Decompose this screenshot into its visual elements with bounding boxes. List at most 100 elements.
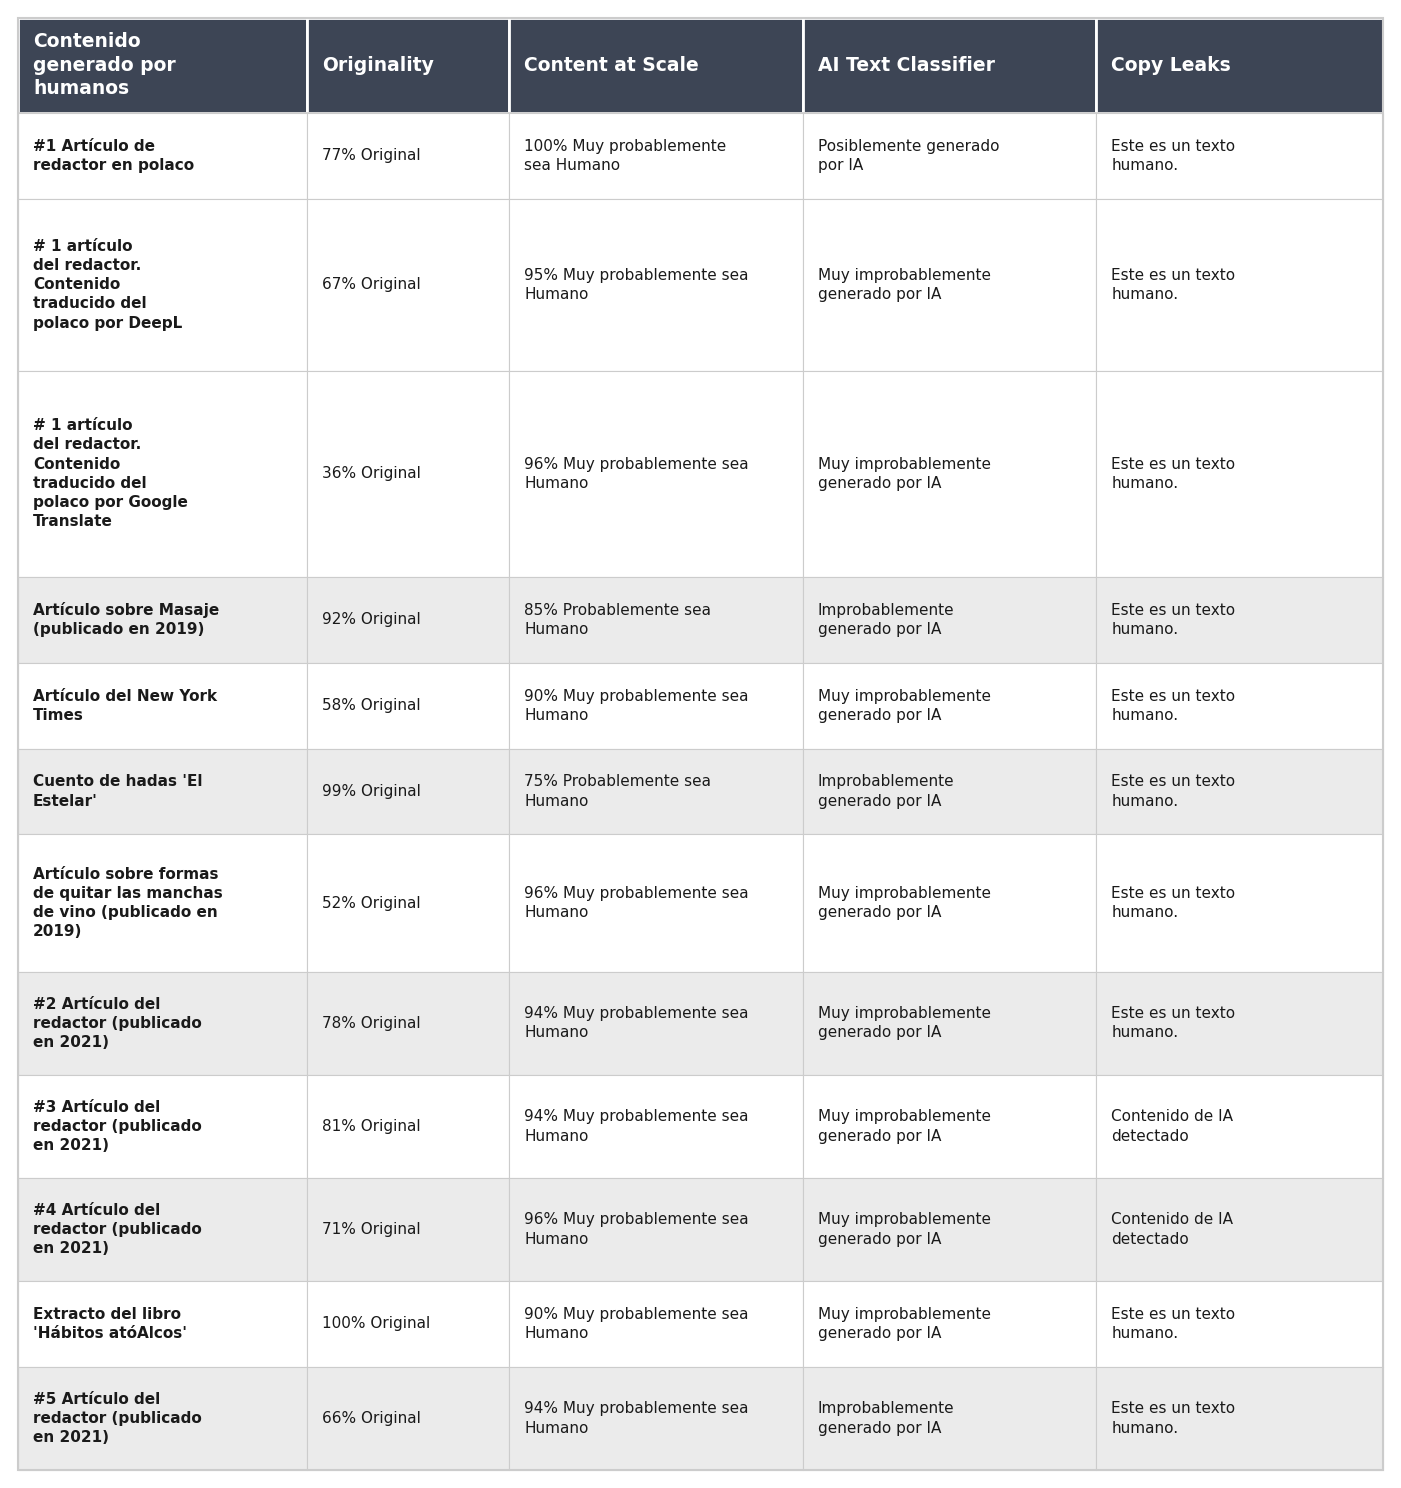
Text: Este es un texto
humano.: Este es un texto humano. xyxy=(1111,138,1236,173)
Bar xyxy=(18,972,307,1074)
Bar xyxy=(510,1074,803,1178)
Bar xyxy=(510,371,803,577)
Bar xyxy=(803,835,1097,972)
Bar xyxy=(803,199,1097,371)
Bar xyxy=(1097,18,1383,113)
Text: Muy improbablemente
generado por IA: Muy improbablemente generado por IA xyxy=(818,1110,991,1144)
Text: 96% Muy probablemente sea
Humano: 96% Muy probablemente sea Humano xyxy=(524,457,750,491)
Bar xyxy=(803,748,1097,835)
Bar xyxy=(510,662,803,748)
Bar xyxy=(803,1281,1097,1367)
Text: Muy improbablemente
generado por IA: Muy improbablemente generado por IA xyxy=(818,885,991,920)
Bar xyxy=(1097,1281,1383,1367)
Text: 85% Probablemente sea
Humano: 85% Probablemente sea Humano xyxy=(524,603,712,637)
Text: Contenido de IA
detectado: Contenido de IA detectado xyxy=(1111,1213,1233,1247)
Bar xyxy=(510,972,803,1074)
Text: Este es un texto
humano.: Este es un texto humano. xyxy=(1111,1402,1236,1436)
Text: 100% Original: 100% Original xyxy=(322,1317,430,1332)
Bar xyxy=(18,113,307,199)
Text: Muy improbablemente
generado por IA: Muy improbablemente generado por IA xyxy=(818,1306,991,1341)
Bar xyxy=(510,18,803,113)
Bar xyxy=(18,577,307,662)
Text: Artículo sobre Masaje
(publicado en 2019): Artículo sobre Masaje (publicado en 2019… xyxy=(34,603,219,637)
Bar xyxy=(803,1074,1097,1178)
Bar xyxy=(307,1281,510,1367)
Bar xyxy=(1097,1074,1383,1178)
Text: AI Text Classifier: AI Text Classifier xyxy=(818,57,995,74)
Text: 94% Muy probablemente sea
Humano: 94% Muy probablemente sea Humano xyxy=(524,1110,750,1144)
Text: Muy improbablemente
generado por IA: Muy improbablemente generado por IA xyxy=(818,689,991,723)
Bar xyxy=(18,1178,307,1281)
Bar xyxy=(1097,577,1383,662)
Bar xyxy=(307,835,510,972)
Text: Este es un texto
humano.: Este es un texto humano. xyxy=(1111,689,1236,723)
Bar xyxy=(18,199,307,371)
Text: #1 Artículo de
redactor en polaco: #1 Artículo de redactor en polaco xyxy=(34,138,195,173)
Text: Improbablemente
generado por IA: Improbablemente generado por IA xyxy=(818,774,954,808)
Bar xyxy=(18,18,307,113)
Bar xyxy=(803,662,1097,748)
Text: Este es un texto
humano.: Este es un texto humano. xyxy=(1111,457,1236,491)
Bar xyxy=(1097,1178,1383,1281)
Text: 95% Muy probablemente sea
Humano: 95% Muy probablemente sea Humano xyxy=(524,268,750,302)
Text: Este es un texto
humano.: Este es un texto humano. xyxy=(1111,885,1236,920)
Bar xyxy=(307,113,510,199)
Text: Contenido de IA
detectado: Contenido de IA detectado xyxy=(1111,1110,1233,1144)
Text: 67% Original: 67% Original xyxy=(322,277,422,292)
Text: 90% Muy probablemente sea
Humano: 90% Muy probablemente sea Humano xyxy=(524,689,750,723)
Bar xyxy=(307,662,510,748)
Text: Muy improbablemente
generado por IA: Muy improbablemente generado por IA xyxy=(818,268,991,302)
Bar xyxy=(803,577,1097,662)
Bar xyxy=(510,1367,803,1470)
Bar xyxy=(307,577,510,662)
Bar xyxy=(510,748,803,835)
Bar xyxy=(510,835,803,972)
Text: 96% Muy probablemente sea
Humano: 96% Muy probablemente sea Humano xyxy=(524,1213,750,1247)
Bar xyxy=(1097,835,1383,972)
Text: 77% Original: 77% Original xyxy=(322,149,422,164)
Bar xyxy=(18,748,307,835)
Text: #3 Artículo del
redactor (publicado
en 2021): #3 Artículo del redactor (publicado en 2… xyxy=(34,1100,202,1153)
Text: 99% Original: 99% Original xyxy=(322,784,422,799)
Bar xyxy=(307,371,510,577)
Text: Improbablemente
generado por IA: Improbablemente generado por IA xyxy=(818,1402,954,1436)
Bar xyxy=(510,113,803,199)
Bar xyxy=(510,577,803,662)
Text: Contenido
generado por
humanos: Contenido generado por humanos xyxy=(34,33,175,98)
Text: 58% Original: 58% Original xyxy=(322,698,422,713)
Bar xyxy=(510,199,803,371)
Bar xyxy=(803,113,1097,199)
Text: #2 Artículo del
redactor (publicado
en 2021): #2 Artículo del redactor (publicado en 2… xyxy=(34,997,202,1051)
Text: Este es un texto
humano.: Este es un texto humano. xyxy=(1111,603,1236,637)
Text: Este es un texto
humano.: Este es un texto humano. xyxy=(1111,1006,1236,1040)
Text: Content at Scale: Content at Scale xyxy=(524,57,699,74)
Text: #5 Artículo del
redactor (publicado
en 2021): #5 Artículo del redactor (publicado en 2… xyxy=(34,1391,202,1445)
Text: 96% Muy probablemente sea
Humano: 96% Muy probablemente sea Humano xyxy=(524,885,750,920)
Text: 66% Original: 66% Original xyxy=(322,1411,422,1426)
Text: 90% Muy probablemente sea
Humano: 90% Muy probablemente sea Humano xyxy=(524,1306,750,1341)
Bar xyxy=(803,1367,1097,1470)
Bar xyxy=(1097,1367,1383,1470)
Bar xyxy=(1097,371,1383,577)
Bar xyxy=(1097,199,1383,371)
Bar xyxy=(307,1074,510,1178)
Bar xyxy=(18,1367,307,1470)
Bar xyxy=(1097,748,1383,835)
Bar xyxy=(307,18,510,113)
Bar xyxy=(803,972,1097,1074)
Text: 75% Probablemente sea
Humano: 75% Probablemente sea Humano xyxy=(524,774,712,808)
Text: #4 Artículo del
redactor (publicado
en 2021): #4 Artículo del redactor (publicado en 2… xyxy=(34,1202,202,1256)
Text: 78% Original: 78% Original xyxy=(322,1016,422,1031)
Text: # 1 artículo
del redactor.
Contenido
traducido del
polaco por Google
Translate: # 1 artículo del redactor. Contenido tra… xyxy=(34,418,188,530)
Text: Este es un texto
humano.: Este es un texto humano. xyxy=(1111,1306,1236,1341)
Bar xyxy=(18,835,307,972)
Text: 100% Muy probablemente
sea Humano: 100% Muy probablemente sea Humano xyxy=(524,138,727,173)
Text: Este es un texto
humano.: Este es un texto humano. xyxy=(1111,774,1236,808)
Text: Artículo del New York
Times: Artículo del New York Times xyxy=(34,689,217,723)
Text: Copy Leaks: Copy Leaks xyxy=(1111,57,1231,74)
Text: Muy improbablemente
generado por IA: Muy improbablemente generado por IA xyxy=(818,1006,991,1040)
Text: Artículo sobre formas
de quitar las manchas
de vino (publicado en
2019): Artículo sobre formas de quitar las manc… xyxy=(34,868,223,939)
Bar xyxy=(18,662,307,748)
Bar xyxy=(18,1281,307,1367)
Bar xyxy=(307,199,510,371)
